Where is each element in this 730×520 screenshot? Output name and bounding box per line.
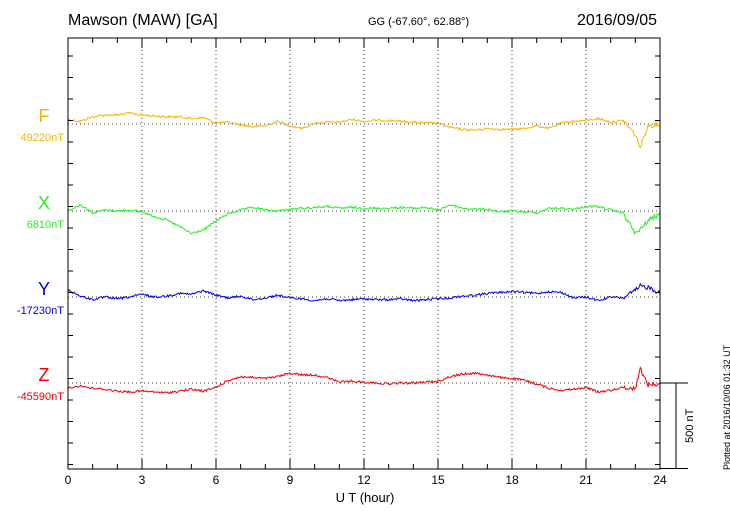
plotted-timestamp: Plotted at 2016/10/06 01:32 UT [722,344,730,470]
series-baseline-y: -17230nT [17,305,64,317]
scale-bar: 500 nT [660,382,696,469]
series-baseline-x: 6810nT [27,219,65,231]
x-tick-label: 21 [579,473,593,487]
x-axis-label: U T (hour) [336,490,395,505]
x-tick-label: 12 [357,473,371,487]
series-name-x: X [38,193,50,213]
x-tick-label: 3 [139,473,146,487]
geographic-coords: GG (-67.60°, 62.88°) [368,16,470,28]
grid [68,38,660,469]
x-tick-label: 15 [431,473,445,487]
x-axis-ticks: 0 3 6 9 12 15 18 21 24 [65,38,667,487]
series-line-x [67,204,661,236]
series-baseline-z: -45590nT [17,391,64,403]
x-tick-label: 18 [505,473,519,487]
series-line-z [67,366,661,395]
x-tick-label: 6 [213,473,220,487]
series-line-f [67,111,661,149]
scale-bar-label: 500 nT [684,408,696,443]
series-baseline-f: 49220nT [21,132,65,144]
series-name-z: Z [39,365,50,385]
series-name-f: F [39,106,50,126]
series-name-y: Y [38,279,50,299]
station-title: Mawson (MAW) [GA] [68,12,218,29]
x-tick-label: 24 [653,473,667,487]
series-line-y [67,282,661,303]
chart-date: 2016/09/05 [577,12,658,29]
x-tick-label: 0 [65,473,72,487]
series-labels: F 49220nT X 6810nT Y -17230nT Z -45590nT [17,106,64,403]
series-lines [67,111,661,395]
x-tick-label: 9 [287,473,294,487]
